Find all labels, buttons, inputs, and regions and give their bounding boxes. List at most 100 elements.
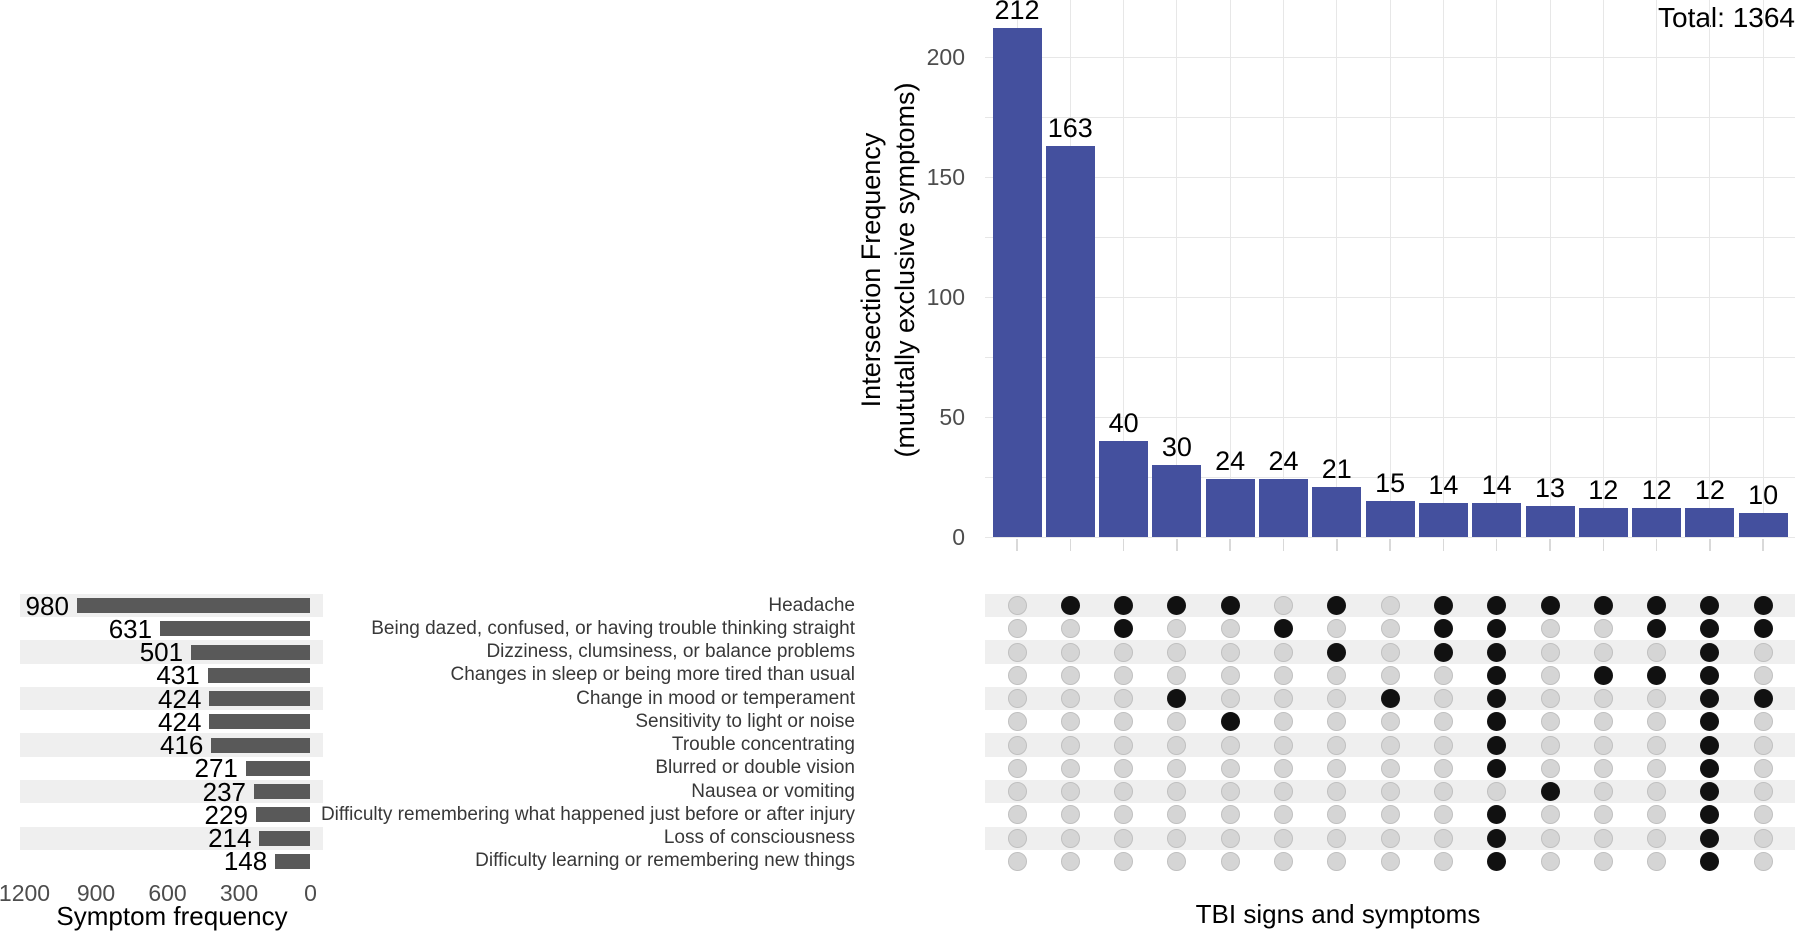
- gridline-v: [1229, 0, 1231, 537]
- symptom-frequency-axis-title: Symptom frequency: [56, 901, 288, 931]
- matrix-dot-empty: [1274, 735, 1293, 755]
- matrix-dot-empty: [1007, 712, 1027, 732]
- matrix-dot-filled: [1647, 665, 1667, 685]
- axis-tick: [1709, 539, 1711, 551]
- matrix-dot-empty: [1753, 665, 1773, 685]
- matrix-dot-empty: [1647, 642, 1667, 662]
- matrix-dot-filled: [1700, 642, 1720, 662]
- axis-tick: [1389, 539, 1391, 551]
- intersection-bar: [1259, 479, 1308, 537]
- axis-tick: [1069, 539, 1072, 551]
- symptom-bar: [207, 667, 311, 683]
- matrix-dot-empty: [1647, 758, 1667, 778]
- gridline-v: [1389, 0, 1391, 537]
- gridline-v: [1762, 0, 1764, 537]
- symptom-label: Loss of consciousness: [663, 827, 855, 849]
- matrix-dot-empty: [1380, 712, 1400, 732]
- row-stripe: [20, 826, 323, 850]
- matrix-dot-empty: [1593, 851, 1613, 871]
- matrix-dot-empty: [1433, 782, 1453, 802]
- intersection-bar: [1738, 513, 1788, 537]
- matrix-dot-empty: [1114, 735, 1134, 755]
- matrix-dot-empty: [1593, 782, 1613, 802]
- x-tick-label: 900: [76, 880, 116, 906]
- matrix-dot-empty: [1753, 735, 1773, 755]
- axis-tick: [1762, 539, 1764, 551]
- matrix-dot-empty: [1167, 642, 1187, 662]
- symptom-bar: [191, 644, 311, 660]
- symptom-bar-value: 501: [139, 637, 184, 668]
- matrix-dot-filled: [1700, 712, 1720, 732]
- matrix-dot-empty: [1220, 851, 1240, 871]
- symptom-bar: [254, 784, 311, 800]
- matrix-dot-empty: [1274, 758, 1293, 778]
- matrix-dot-filled: [1487, 805, 1507, 825]
- matrix-dot-filled: [1487, 712, 1507, 732]
- axis-tick: [1016, 539, 1018, 551]
- matrix-dot-empty: [1540, 758, 1560, 778]
- matrix-dot-empty: [1753, 851, 1773, 871]
- intersection-bar-value: 14: [1428, 470, 1459, 501]
- y-tick-label: 100: [926, 284, 965, 310]
- matrix-dot-filled: [1487, 619, 1507, 639]
- symptom-bar: [275, 853, 311, 869]
- matrix-dot-filled: [1700, 782, 1720, 802]
- matrix-dot-empty: [1007, 805, 1027, 825]
- symptom-label: Nausea or vomiting: [691, 780, 855, 802]
- matrix-dot-empty: [1380, 782, 1400, 802]
- matrix-dot-empty: [1007, 782, 1027, 802]
- intersection-bar-value: 40: [1108, 408, 1139, 438]
- matrix-dot-empty: [1114, 642, 1134, 662]
- symptom-label: Blurred or double vision: [655, 757, 855, 779]
- matrix-dot-empty: [1274, 805, 1293, 825]
- matrix-dot-empty: [1327, 805, 1347, 825]
- matrix-dot-empty: [1060, 689, 1080, 709]
- symptom-bar-value: 148: [223, 846, 268, 877]
- matrix-dot-empty: [1220, 758, 1240, 778]
- axis-tick: [1442, 539, 1445, 551]
- matrix-dot-empty: [1007, 689, 1027, 709]
- matrix-dot-empty: [1433, 735, 1453, 755]
- symptom-label: Trouble concentrating: [671, 734, 855, 756]
- intersection-bar-value: 21: [1321, 453, 1352, 484]
- matrix-dot-empty: [1007, 851, 1027, 871]
- matrix-dot-empty: [1167, 712, 1187, 732]
- matrix-dot-empty: [1487, 782, 1507, 802]
- matrix-dot-empty: [1327, 782, 1347, 802]
- intersection-bar-value: 24: [1215, 446, 1246, 477]
- matrix-dot-empty: [1167, 758, 1187, 778]
- matrix-dot-empty: [1593, 735, 1613, 755]
- intersection-bar-value: 12: [1588, 475, 1619, 506]
- matrix-dot-empty: [1114, 828, 1134, 848]
- matrix-dot-empty: [1593, 642, 1613, 662]
- matrix-dot-empty: [1593, 805, 1613, 825]
- axis-tick: [1282, 539, 1285, 551]
- matrix-dot-empty: [1540, 665, 1560, 685]
- matrix-dot-empty: [1593, 828, 1613, 848]
- matrix-dot-empty: [1167, 805, 1187, 825]
- matrix-dot-filled: [1753, 619, 1773, 639]
- matrix-dot-empty: [1433, 805, 1453, 825]
- intersection-bar: [1632, 508, 1682, 537]
- axis-tick: [1336, 539, 1338, 551]
- matrix-dot-empty: [1274, 689, 1293, 709]
- matrix-dot-empty: [1433, 712, 1453, 732]
- matrix-dot-empty: [1167, 851, 1187, 871]
- matrix-dot-empty: [1114, 805, 1134, 825]
- matrix-dot-empty: [1380, 828, 1400, 848]
- matrix-dot-filled: [1700, 805, 1720, 825]
- matrix-dot-empty: [1327, 851, 1347, 871]
- matrix-dot-empty: [1380, 665, 1400, 685]
- matrix-dot-empty: [1593, 619, 1613, 639]
- symptom-label: Change in mood or temperament: [576, 687, 855, 709]
- matrix-dot-empty: [1220, 735, 1240, 755]
- intersection-bar: [1099, 441, 1149, 537]
- matrix-dot-empty: [1114, 782, 1134, 802]
- matrix-dot-empty: [1540, 805, 1560, 825]
- axis-tick: [1655, 539, 1658, 551]
- matrix-dot-empty: [1380, 596, 1400, 615]
- symptom-label: Headache: [768, 594, 855, 616]
- symptom-bar-value: 271: [194, 753, 238, 784]
- matrix-dot-empty: [1060, 642, 1080, 662]
- y-tick-label: 0: [952, 524, 965, 550]
